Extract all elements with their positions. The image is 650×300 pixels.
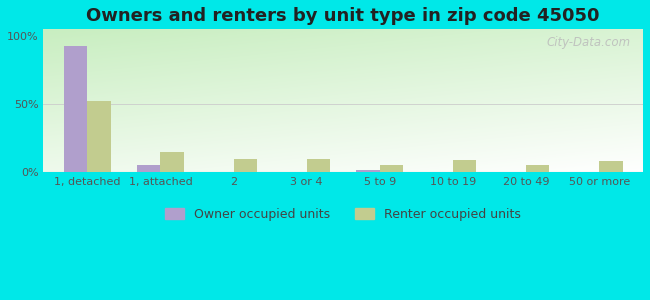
- Bar: [64, 46, 87, 172]
- Text: City-Data.com: City-Data.com: [547, 36, 631, 50]
- Bar: [453, 160, 476, 172]
- Bar: [307, 159, 330, 172]
- Bar: [233, 159, 257, 172]
- Title: Owners and renters by unit type in zip code 45050: Owners and renters by unit type in zip c…: [86, 7, 600, 25]
- Bar: [599, 161, 623, 172]
- Bar: [161, 152, 184, 172]
- Bar: [137, 166, 161, 172]
- Bar: [380, 166, 403, 172]
- Bar: [526, 166, 549, 172]
- Bar: [87, 101, 111, 172]
- Bar: [356, 169, 380, 172]
- Legend: Owner occupied units, Renter occupied units: Owner occupied units, Renter occupied un…: [161, 203, 526, 226]
